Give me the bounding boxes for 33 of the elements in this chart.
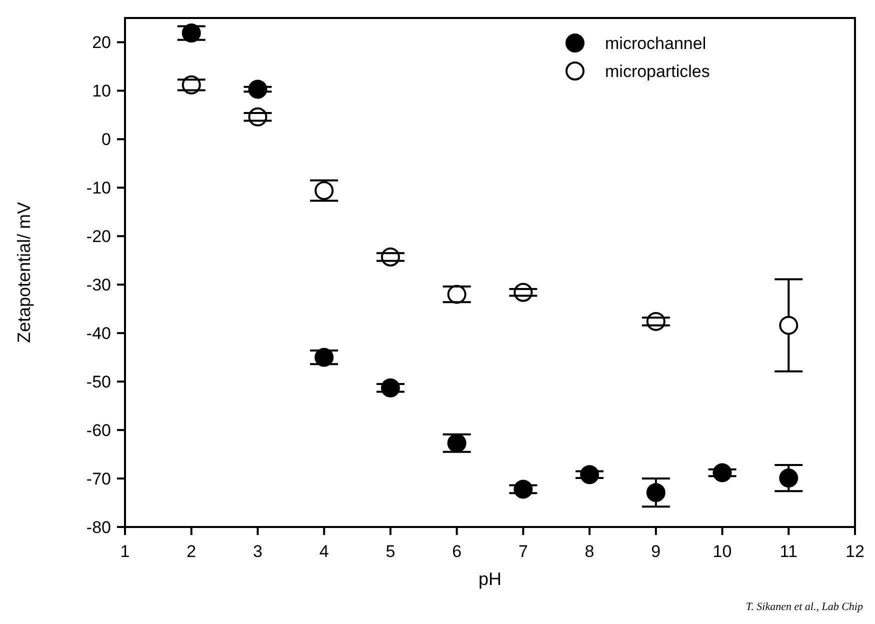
point	[447, 434, 466, 453]
y-tick-label: -50	[86, 372, 111, 392]
point	[314, 181, 334, 200]
y-tick-label: -80	[86, 518, 111, 537]
x-tick-label: 6	[452, 542, 462, 561]
y-tick-label: 10	[92, 82, 111, 101]
y-tick-label: -10	[86, 178, 111, 198]
legend-label: microparticles	[605, 62, 710, 81]
x-tick-label: 1	[120, 542, 130, 561]
text: T. Sikanen et al., Lab Chip	[746, 601, 864, 613]
y-tick-label: -30	[86, 276, 111, 295]
y-tick-label: -40	[86, 324, 111, 344]
y-tick-label: -60	[86, 421, 111, 440]
y-tick-label: 20	[92, 33, 111, 52]
x-axis-title: pH	[478, 569, 502, 589]
x-tick-label: 10	[712, 542, 732, 561]
x-tick-label: 7	[518, 542, 528, 561]
y-axis-title: Zetapotential/ mV	[14, 202, 34, 344]
x-tick-label: 4	[319, 542, 329, 561]
x-tick-label: 9	[651, 542, 661, 561]
x-tick-label: 2	[186, 542, 196, 561]
x-tick-label: 11	[780, 542, 798, 561]
legend-label: microchannel	[605, 34, 706, 53]
x-tick-label: 5	[386, 542, 396, 561]
x-tick-label: 3	[252, 542, 262, 561]
point	[646, 483, 666, 502]
point	[779, 468, 798, 488]
x-tick-label: 12	[846, 542, 864, 561]
y-tick-label: 0	[102, 130, 111, 150]
x-tick-label: 8	[584, 542, 594, 561]
point	[779, 316, 798, 335]
y-tick-label: -20	[86, 227, 111, 246]
y-tick-label: -70	[86, 470, 111, 489]
